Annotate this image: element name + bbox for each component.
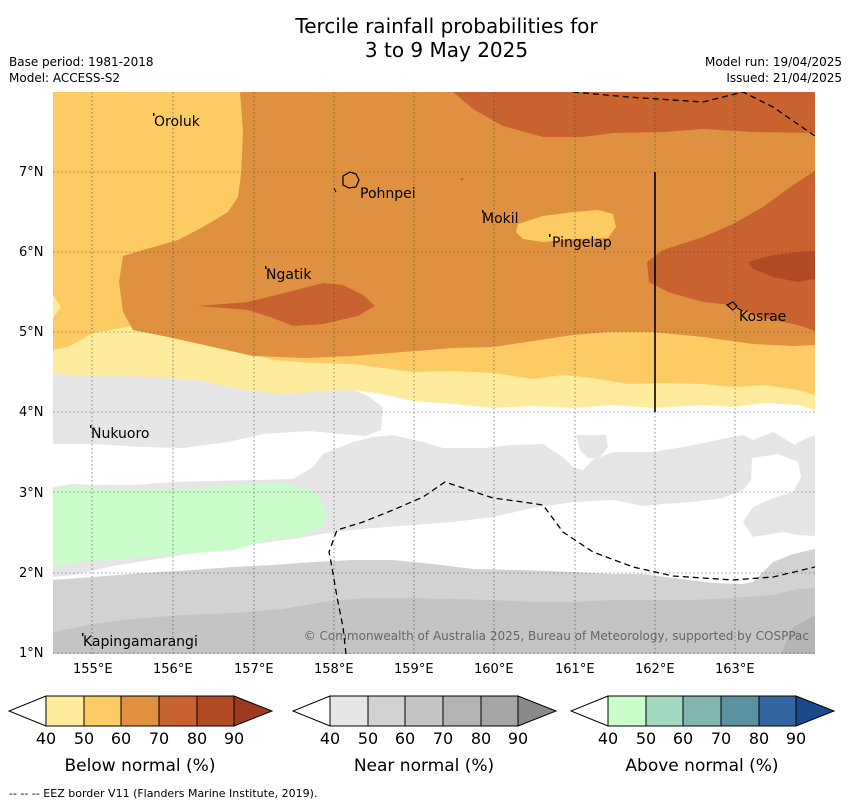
x-tick-158e: 158°E [314,662,354,677]
near-label-40: 40 [319,729,341,748]
near-normal-title: Near normal (%) [353,756,495,776]
place-label-pingelap: Pingelap [552,235,612,251]
below-80-region [748,251,815,282]
below-swatch-50 [83,695,122,727]
below-70-region [453,92,815,331]
near-70-region [781,616,815,654]
above-swatch-70 [720,695,760,727]
below-swatch-40 [45,695,85,727]
above-label-70: 70 [710,729,732,748]
y-tick-4n: 4°N [19,405,44,420]
y-tick-1n: 1°N [19,646,44,661]
title-line-1: Tercile rainfall probabilities for [295,14,598,38]
eez-border-south [328,481,815,654]
colorbar-below-normal [8,695,274,727]
above-swatch-60 [682,695,722,727]
title-line-2: 3 to 9 May 2025 [364,38,529,62]
below-label-90: 90 [223,729,245,748]
near-swatch-40 [329,695,369,727]
above-swatch-40 [607,695,647,727]
below-swatch-under [8,695,47,727]
place-label-pohnpei: Pohnpei [360,186,416,202]
colorbar-above-normal [570,695,836,727]
near-swatch-70 [442,695,482,727]
kosrae-island-outline [725,301,738,311]
below-label-60: 60 [110,729,132,748]
near-swatch-over [517,695,558,727]
above-label-90: 90 [785,729,807,748]
model-run-label: Model run: 19/04/2025 [704,55,842,69]
near-40-region-5 [785,435,815,457]
near-swatch-under [292,695,331,727]
near-swatch-80 [480,695,519,727]
above-swatch-under [570,695,609,727]
below-swatch-80 [196,695,235,727]
x-tick-162e: 162°E [635,662,675,677]
near-label-60: 60 [394,729,416,748]
place-label-kapingamarangi: Kapingamarangi [83,634,198,650]
near-40-region-3 [718,432,815,537]
place-label-nukuoro: Nukuoro [91,426,149,442]
below-swatch-70 [158,695,198,727]
above-swatch-over [795,695,836,727]
colorbar-near-normal [292,695,558,727]
x-tick-160e: 160°E [474,662,514,677]
near-label-90: 90 [507,729,529,748]
x-tick-163e: 163°E [715,662,755,677]
above-40-region [53,483,328,566]
below-normal-title: Below normal (%) [64,756,216,776]
below-swatch-60 [120,695,160,727]
place-label-ngatik: Ngatik [266,267,312,283]
x-tick-156e: 156°E [153,662,193,677]
above-label-80: 80 [748,729,770,748]
below-label-50: 50 [73,729,95,748]
issued-label: Issued: 21/04/2025 [726,71,842,85]
x-tick-161e: 161°E [555,662,595,677]
y-tick-5n: 5°N [19,325,44,340]
near-label-80: 80 [470,729,492,748]
place-label-kosrae: Kosrae [739,309,786,325]
y-tick-7n: 7°N [19,165,44,180]
near-40-region [53,374,383,448]
near-swatch-60 [404,695,444,727]
above-swatch-80 [758,695,797,727]
below-label-40: 40 [35,729,57,748]
near-label-70: 70 [432,729,454,748]
eez-note: -- -- -- EEZ border V11 (Flanders Marine… [9,787,318,800]
y-tick-6n: 6°N [19,245,44,260]
base-period-label: Base period: 1981-2018 [9,55,154,69]
near-60-region [53,588,815,654]
below-label-70: 70 [148,729,170,748]
near-swatch-50 [367,695,406,727]
near-label-50: 50 [357,729,379,748]
place-label-mokil: Mokil [482,211,519,227]
x-tick-157e: 157°E [234,662,274,677]
above-label-40: 40 [597,729,619,748]
above-label-60: 60 [672,729,694,748]
model-label: Model: ACCESS-S2 [9,71,121,85]
copyright-text: © Commonwealth of Australia 2025, Bureau… [304,629,809,643]
rainfall-map: Oroluk Pohnpei Mokil Pingelap Ngatik Kos… [53,92,815,654]
below-70-region-2 [198,283,375,326]
pohnpei-island-outline [342,171,360,189]
above-swatch-50 [645,695,684,727]
y-tick-2n: 2°N [19,566,44,581]
below-label-80: 80 [186,729,208,748]
above-normal-title: Above normal (%) [625,756,779,776]
y-tick-3n: 3°N [19,486,44,501]
x-tick-155e: 155°E [73,662,113,677]
below-swatch-over [233,695,274,727]
below-50-pocket [516,210,616,242]
eez-border-north [572,92,815,137]
near-40-region-4 [576,435,608,459]
place-label-oroluk: Oroluk [154,114,201,130]
x-tick-159e: 159°E [394,662,434,677]
above-label-50: 50 [635,729,657,748]
